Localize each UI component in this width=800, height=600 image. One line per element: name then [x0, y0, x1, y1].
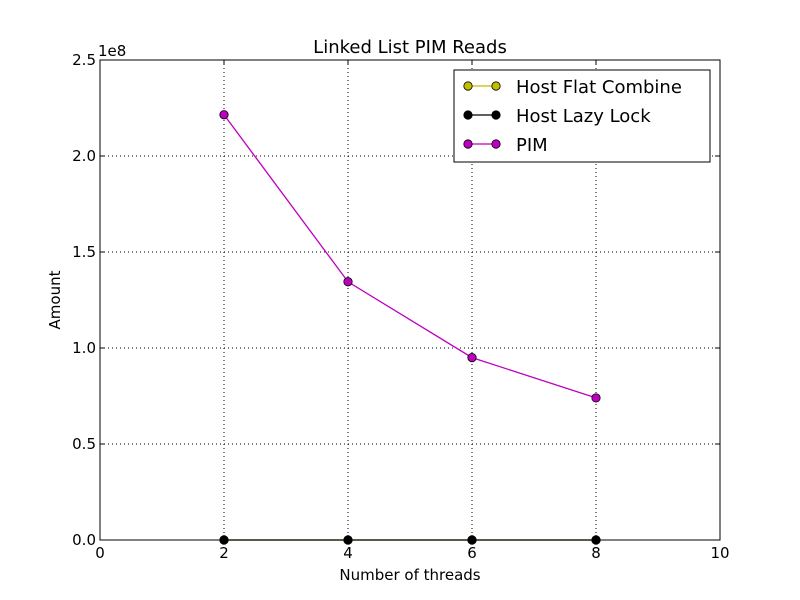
data-point-pim — [467, 352, 477, 363]
data-point-pim — [219, 110, 229, 120]
series-line-pim — [223, 114, 597, 399]
legend-label: Host Lazy Lock — [516, 106, 651, 127]
legend-marker — [491, 139, 501, 149]
x-axis-label: Number of threads — [339, 566, 480, 584]
x-tick-label: 2 — [219, 544, 229, 562]
data-point-pim — [591, 393, 601, 403]
x-tick-label: 6 — [467, 544, 477, 562]
y-tick-label: 2.5 — [72, 51, 96, 69]
legend-marker — [463, 81, 473, 91]
legend-label: PIM — [516, 135, 548, 156]
x-tick-label: 10 — [710, 544, 729, 562]
legend-marker — [463, 139, 473, 149]
x-tick-label: 0 — [95, 544, 105, 562]
x-tick-label: 8 — [591, 544, 601, 562]
y-axis-label: Amount — [46, 270, 64, 329]
legend-marker — [463, 110, 473, 120]
legend-marker — [491, 110, 501, 120]
plot-frame — [99, 59, 721, 541]
legend-marker — [491, 81, 501, 91]
y-tick-label: 1.5 — [72, 243, 96, 261]
y-offset-label: 1e8 — [98, 42, 126, 60]
chart-title: Linked List PIM Reads — [313, 37, 507, 58]
y-tick-label: 0.5 — [72, 435, 96, 453]
x-tick-label: 4 — [343, 544, 353, 562]
legend-label: Host Flat Combine — [516, 77, 682, 98]
data-point-pim — [343, 277, 353, 287]
y-tick-label: 2.0 — [72, 147, 96, 165]
axis-tick-labels: 0 2 4 6 8 10 0.0 0.5 1.0 1.5 2.0 2.5 — [72, 51, 729, 562]
axis-ticks — [99, 59, 721, 541]
y-tick-label: 1.0 — [72, 339, 96, 357]
y-tick-label: 0.0 — [72, 531, 96, 549]
legend: Host Flat Combine Host Lazy Lock PIM — [453, 69, 711, 163]
